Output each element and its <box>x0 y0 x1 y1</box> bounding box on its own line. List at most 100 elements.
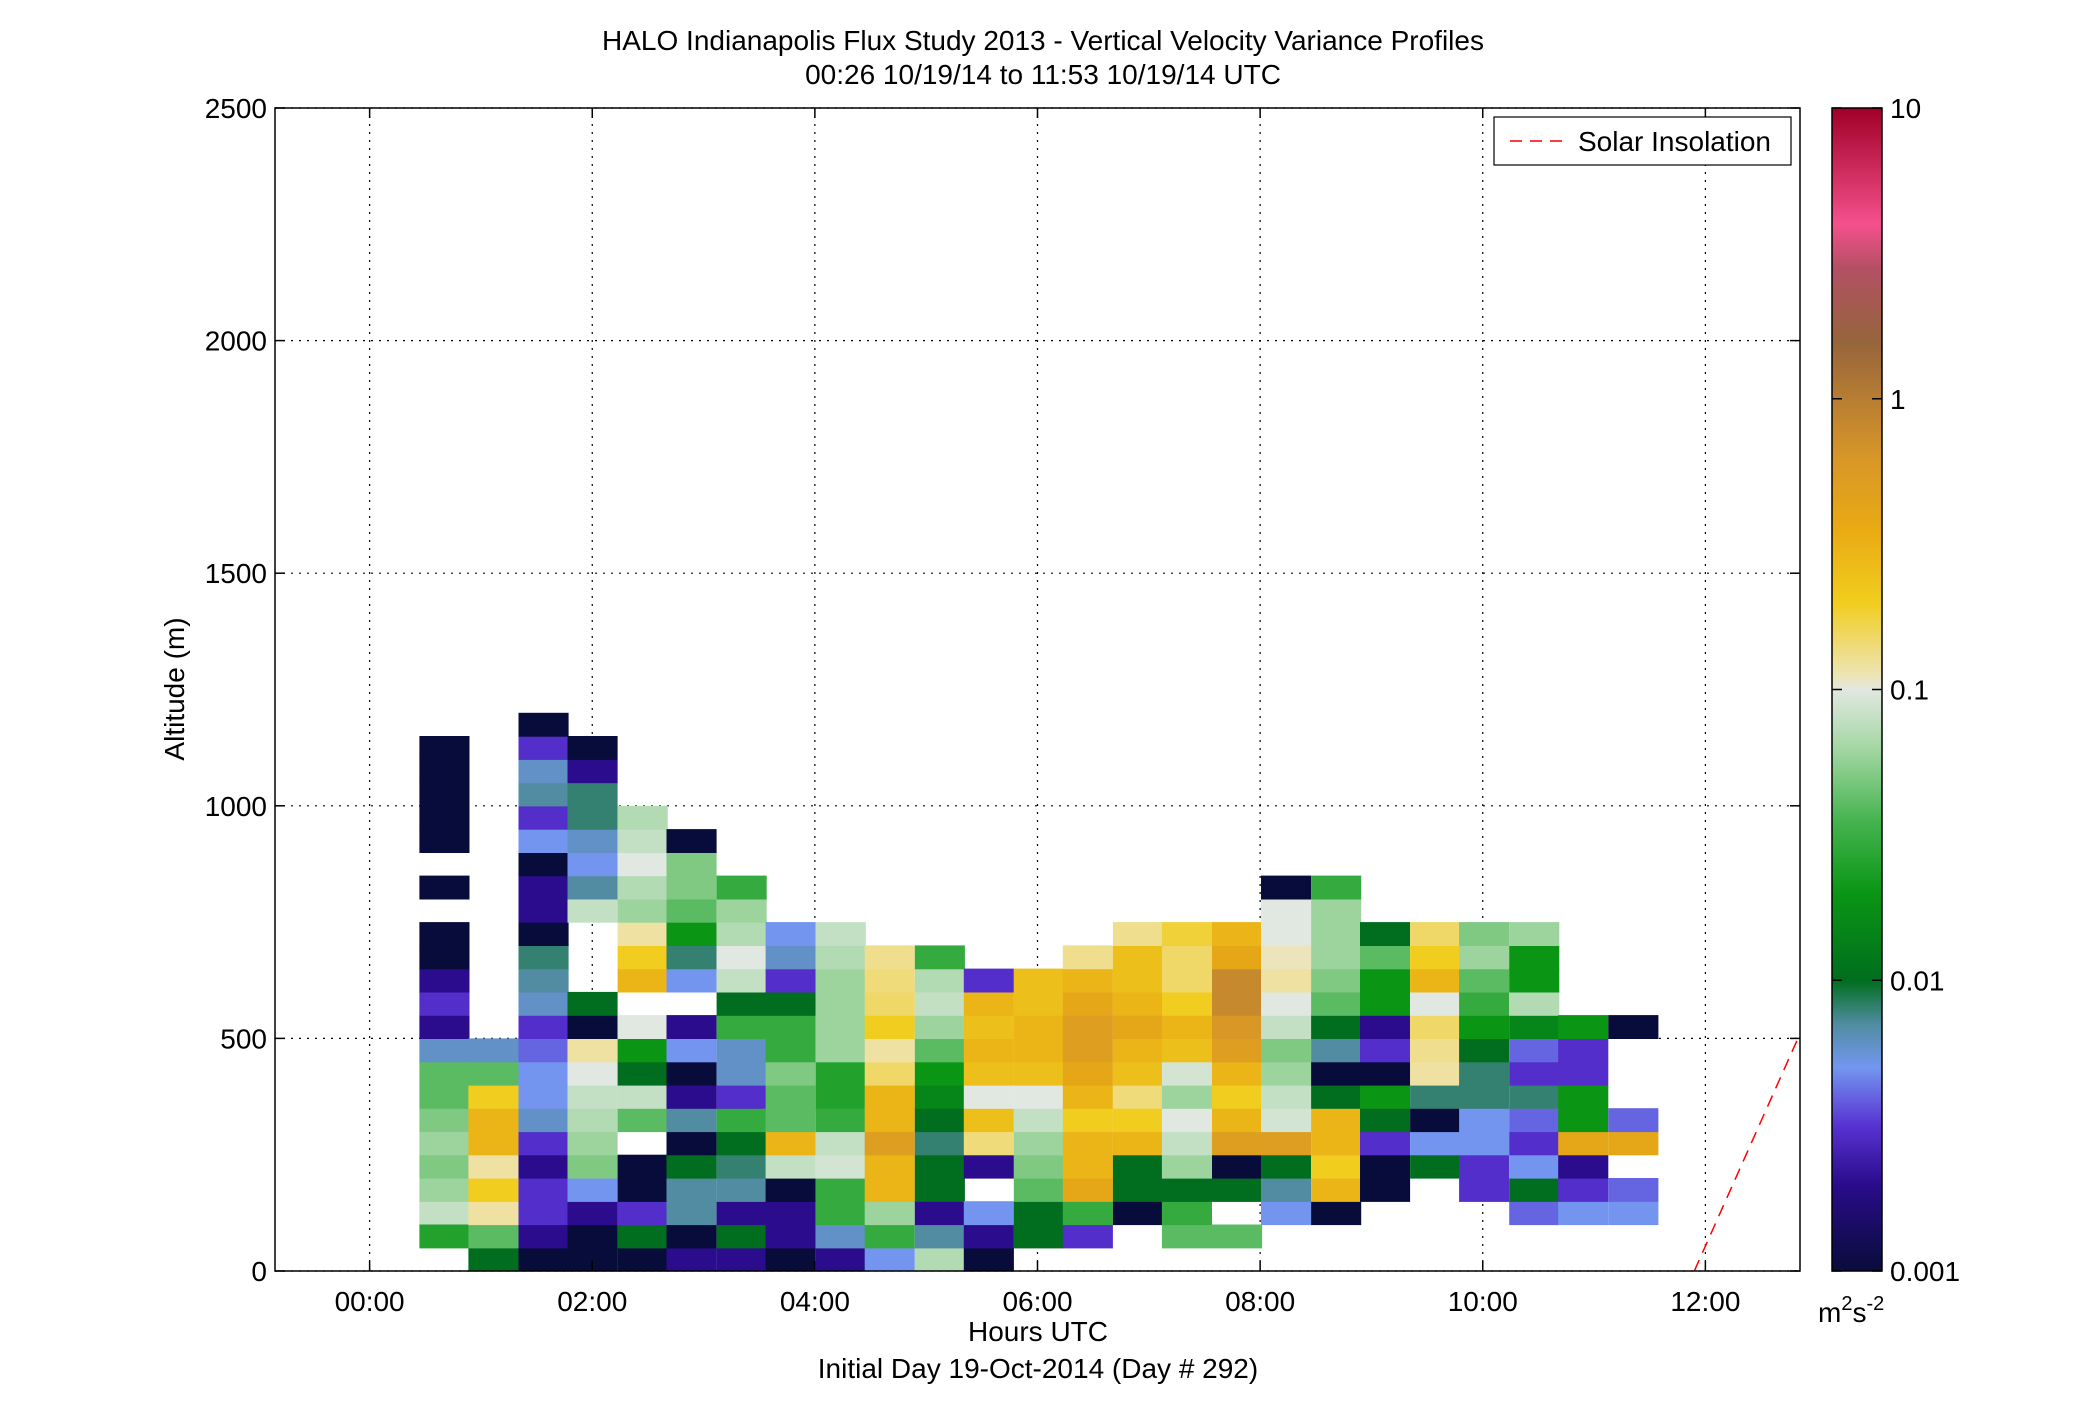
heatmap-cell <box>716 968 767 993</box>
heatmap-cell <box>1459 991 1510 1016</box>
heatmap-cell <box>716 1178 767 1202</box>
heatmap-cell <box>1112 1084 1163 1109</box>
heatmap-cell <box>518 1108 569 1133</box>
heatmap-cell <box>1459 1061 1510 1086</box>
heatmap-cell <box>419 1038 470 1063</box>
heatmap-cell <box>567 1201 618 1226</box>
chart-title: HALO Indianapolis Flux Study 2013 - Vert… <box>602 25 1484 56</box>
colorbar-ticks: 0.001 0.01 0.1 1 10 <box>1832 93 1960 1287</box>
heatmap-cell <box>1410 1084 1461 1109</box>
heatmap-cell <box>1112 945 1163 970</box>
heatmap-cell <box>815 1015 866 1039</box>
heatmap-cell <box>864 1015 915 1039</box>
heatmap-cell <box>617 852 668 877</box>
heatmap-cell <box>419 759 470 784</box>
heatmap-cell <box>1459 1131 1510 1156</box>
heatmap-cell <box>864 991 915 1016</box>
heatmap-cell <box>567 898 618 923</box>
heatmap-cell <box>567 782 618 807</box>
heatmap-cell <box>914 1201 965 1226</box>
heatmap-cell <box>864 945 915 970</box>
heatmap-cell <box>1013 1201 1064 1226</box>
heatmap-cell <box>1311 898 1362 923</box>
heatmap-cell <box>1013 1108 1064 1133</box>
heatmap-cell <box>1212 991 1263 1016</box>
heatmap-cell <box>419 1224 470 1249</box>
heatmap-cell <box>963 1108 1014 1133</box>
heatmap-cell <box>518 1201 569 1226</box>
heatmap-cell <box>1161 968 1212 993</box>
heatmap-cell <box>1509 1084 1560 1109</box>
heatmap-cell <box>1112 1108 1163 1133</box>
heatmap-cell <box>815 1201 866 1226</box>
heatmap-cell <box>567 991 618 1016</box>
heatmap-cell <box>1558 1154 1609 1179</box>
heatmap-cell <box>419 1201 470 1226</box>
heatmap-cell <box>468 1038 519 1063</box>
heatmap-cell <box>1558 1201 1609 1226</box>
heatmap-cell <box>1311 1131 1362 1156</box>
heatmap-cell <box>1013 1224 1064 1249</box>
heatmap-cell <box>1212 1131 1263 1156</box>
heatmap-cell <box>1311 1154 1362 1179</box>
heatmap-cell <box>716 1038 767 1063</box>
heatmap-cell <box>1112 1154 1163 1179</box>
x-tick-label: 08:00 <box>1225 1286 1295 1317</box>
heatmap-cell <box>815 922 866 946</box>
heatmap-cell <box>567 829 618 853</box>
heatmap-cell <box>963 1224 1014 1249</box>
heatmap-cell <box>864 968 915 993</box>
heatmap-cell <box>666 1224 717 1249</box>
colorbar-unit-label: m2s-2 <box>1818 1293 1884 1328</box>
heatmap-cell <box>1062 1015 1113 1039</box>
heatmap-cell <box>1161 1015 1212 1039</box>
heatmap-cell <box>666 1154 717 1179</box>
heatmap-cell <box>617 1178 668 1202</box>
heatmap-cell <box>518 1154 569 1179</box>
heatmap-cell <box>1459 1178 1510 1202</box>
heatmap-cell <box>1459 1084 1510 1109</box>
heatmap-cell <box>567 1131 618 1156</box>
y-tick-label: 500 <box>220 1023 267 1054</box>
heatmap-cell <box>1558 1038 1609 1063</box>
heatmap-cell <box>567 1015 618 1039</box>
heatmap-cell <box>716 1084 767 1109</box>
heatmap-cell <box>567 805 618 830</box>
heatmap-cell <box>617 1038 668 1063</box>
heatmap-cell <box>815 1108 866 1133</box>
heatmap-cell <box>1509 922 1560 946</box>
heatmap-cell <box>1062 991 1113 1016</box>
heatmap-cell <box>1311 1015 1362 1039</box>
heatmap-cell <box>1410 1131 1461 1156</box>
heatmap-cell <box>1261 922 1312 946</box>
heatmap-cell <box>1558 1015 1609 1039</box>
heatmap-cell <box>1112 1061 1163 1086</box>
heatmap-cell <box>419 1178 470 1202</box>
heatmap-cell <box>1062 1108 1113 1133</box>
colorbar-tick-label: 10 <box>1890 93 1921 124</box>
heatmap-cell <box>419 736 470 760</box>
heatmap-cell <box>716 875 767 900</box>
heatmap-cell <box>617 1108 668 1133</box>
heatmap-cell <box>1261 875 1312 900</box>
heatmap-cell <box>1212 1154 1263 1179</box>
heatmap-cell <box>666 829 717 853</box>
heatmap-cell <box>1311 945 1362 970</box>
heatmap-cell <box>1608 1015 1659 1039</box>
heatmap-cell <box>567 1084 618 1109</box>
heatmap-cell <box>1013 1084 1064 1109</box>
solar-insolation-layer <box>1693 1033 1801 1272</box>
heatmap-cell <box>518 898 569 923</box>
heatmap-cell <box>1360 922 1411 946</box>
heatmap-cell <box>815 1061 866 1086</box>
heatmap-cell <box>1112 922 1163 946</box>
heatmap-cell <box>1261 898 1312 923</box>
heatmap-cell <box>716 991 767 1016</box>
heatmap-cell <box>518 1038 569 1063</box>
heatmap-cell <box>617 945 668 970</box>
heatmap-cell <box>419 945 470 970</box>
heatmap-cell <box>666 1178 717 1202</box>
heatmap-cell <box>1558 1084 1609 1109</box>
heatmap-cell <box>567 1247 618 1272</box>
heatmap-cell <box>1459 1038 1510 1063</box>
